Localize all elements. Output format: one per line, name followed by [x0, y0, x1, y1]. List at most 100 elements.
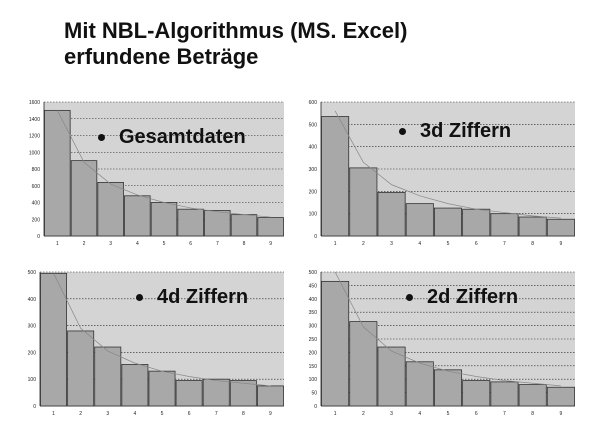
chart-label-3d-ziffern: 3d Ziffern: [399, 120, 511, 143]
y-tick-label: 300: [309, 324, 318, 330]
x-tick-label: 8: [243, 241, 246, 247]
bar: [204, 210, 231, 237]
bar: [490, 213, 519, 237]
bar: [94, 346, 122, 407]
y-tick-label: 200: [28, 350, 37, 356]
bar: [349, 167, 378, 237]
x-tick-label: 5: [163, 241, 166, 247]
y-tick-label: 0: [314, 234, 317, 240]
x-tick-label: 3: [390, 241, 393, 247]
bar: [321, 280, 350, 407]
y-tick-label: 400: [309, 145, 318, 151]
bar: [349, 321, 378, 407]
bar: [518, 384, 547, 407]
x-tick-label: 5: [447, 411, 450, 417]
x-tick-label: 1: [56, 241, 59, 247]
chart-panel-gesamtdaten: 0 200 400 600 800 1000 1200 1400 1600 1 2 3 4 5 6 7 8 9 G…: [20, 98, 290, 250]
y-tick-label: 400: [28, 297, 37, 303]
x-tick-label: 8: [531, 411, 534, 417]
chart-panel-4d-ziffern: 0 100 200 300 400 500 1 2 3 4 5 6 7 8 9 4d Ziffern: [20, 268, 290, 420]
bullet-icon: [406, 294, 413, 301]
y-tick-label: 500: [28, 270, 37, 276]
y-tick-label: 500: [309, 122, 318, 128]
y-tick-label: 800: [32, 167, 41, 173]
x-tick-label: 9: [269, 411, 272, 417]
y-tick-label: 1000: [29, 150, 40, 156]
y-tick-label: 100: [309, 377, 318, 383]
y-tick-label: 1200: [29, 134, 40, 140]
x-tick-label: 4: [133, 411, 136, 417]
x-tick-label: 7: [215, 411, 218, 417]
y-tick-label: 1600: [29, 100, 40, 106]
y-tick-label: 200: [309, 350, 318, 356]
bar: [230, 214, 258, 237]
chart-label-4d-ziffern: 4d Ziffern: [136, 286, 248, 309]
y-tick-label: 100: [28, 377, 37, 383]
y-tick-label: 200: [32, 217, 41, 223]
x-tick-label: 2: [362, 241, 365, 247]
chart-label-2d-ziffern: 2d Ziffern: [406, 286, 518, 309]
bar: [229, 380, 257, 407]
x-tick-label: 7: [503, 411, 506, 417]
bar: [256, 385, 284, 407]
x-tick-label: 1: [52, 411, 55, 417]
chart-2d-ziffern: 0 50 100 150 200 250 300 350 400 450 500 1 2 3 4 5 6 7 8 9: [309, 270, 575, 417]
chart-label-text: 3d Ziffern: [420, 120, 512, 142]
chart-label-text: 2d Ziffern: [427, 286, 519, 308]
chart-panel-3d-ziffern: 0 100 200 300 400 500 600 1 2 3 4 5 6 7 8 9 3d Ziffern: [303, 98, 581, 250]
x-tick-label: 4: [136, 241, 139, 247]
bullet-icon: [136, 294, 143, 301]
chart-gesamtdaten: 0 200 400 600 800 1000 1200 1400 1600 1 2 3 4 5 6 7 8 9: [29, 100, 284, 247]
bar: [40, 272, 68, 407]
x-tick-label: 9: [559, 411, 562, 417]
bar: [257, 217, 284, 237]
x-tick-label: 9: [559, 241, 562, 247]
bar: [321, 116, 350, 237]
y-tick-label: 0: [37, 234, 40, 240]
y-tick-label: 400: [32, 201, 41, 207]
x-tick-label: 3: [106, 411, 109, 417]
trend-line: [57, 110, 271, 218]
y-tick-label: 250: [309, 337, 318, 343]
chart-4d-ziffern: 0 100 200 300 400 500 1 2 3 4 5 6 7 8 9: [28, 270, 284, 417]
y-tick-label: 400: [309, 297, 318, 303]
x-tick-label: 4: [418, 411, 421, 417]
chart-panel-2d-ziffern: 0 50 100 150 200 250 300 350 400 450 500 1 2 3 4 5 6 7 8 9 …: [303, 268, 581, 420]
x-tick-label: 2: [83, 241, 86, 247]
chart-3d-ziffern: 0 100 200 300 400 500 600 1 2 3 4 5 6 7 8 9: [309, 100, 575, 247]
title-line-2: erfundene Beträge: [64, 44, 259, 69]
bullet-icon: [399, 128, 406, 135]
y-tick-label: 500: [309, 270, 318, 276]
bar: [202, 378, 230, 407]
trend-line: [334, 271, 561, 387]
x-tick-label: 2: [362, 411, 365, 417]
bar: [405, 361, 434, 407]
x-tick-label: 4: [418, 241, 421, 247]
bar: [462, 208, 491, 237]
x-tick-label: 1: [334, 411, 337, 417]
chart-label-text: 4d Ziffern: [157, 286, 249, 308]
bar: [121, 364, 149, 407]
x-tick-label: 6: [189, 241, 192, 247]
x-tick-label: 3: [390, 411, 393, 417]
y-tick-label: 600: [32, 184, 41, 190]
y-tick-label: 0: [33, 404, 36, 410]
bar: [44, 109, 71, 237]
bar: [518, 216, 547, 237]
bar: [97, 182, 124, 237]
chart-label-gesamtdaten: Gesamtdaten: [98, 126, 246, 149]
chart-label-text: Gesamtdaten: [119, 126, 246, 148]
x-tick-label: 5: [161, 411, 164, 417]
trend-line: [53, 273, 271, 387]
x-tick-label: 1: [334, 241, 337, 247]
bar: [433, 207, 463, 237]
y-tick-label: 350: [309, 310, 318, 316]
bar: [546, 218, 575, 237]
bar: [175, 380, 203, 407]
bar: [70, 160, 98, 237]
x-tick-label: 3: [109, 241, 112, 247]
bar: [150, 202, 178, 237]
y-tick-label: 150: [309, 364, 318, 370]
x-tick-label: 9: [269, 241, 272, 247]
x-tick-label: 7: [216, 241, 219, 247]
